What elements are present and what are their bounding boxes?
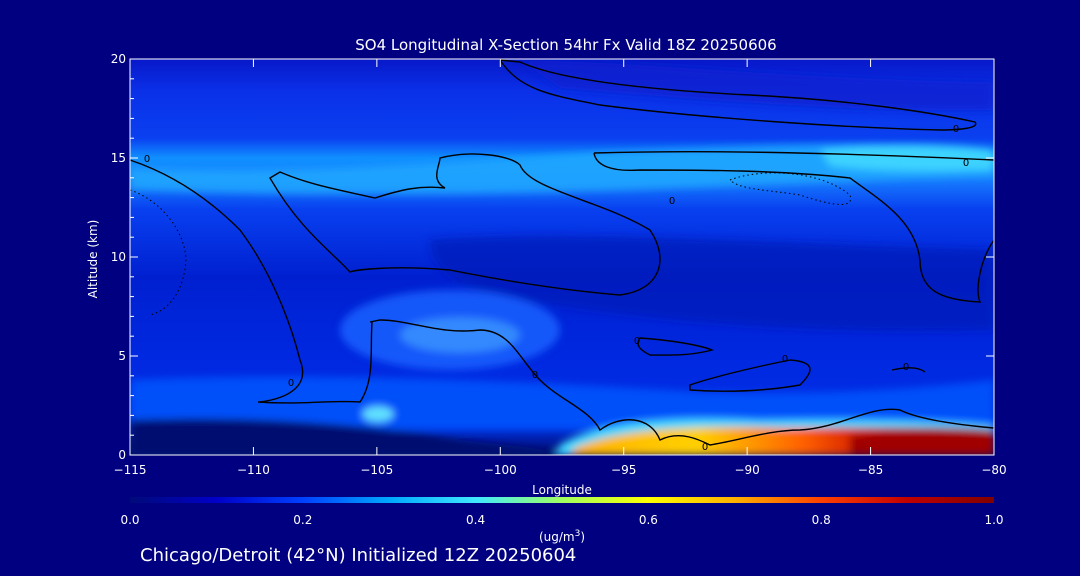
contour-label: 0	[953, 124, 959, 135]
chart-title: SO4 Longitudinal X-Section 54hr Fx Valid…	[355, 36, 776, 54]
contour-lines	[130, 59, 994, 446]
x-tick-label: −85	[858, 463, 883, 477]
x-tick-label: −110	[237, 463, 270, 477]
colorbar-tick-label: 0.6	[639, 513, 658, 527]
y-axis-label: Altitude (km)	[86, 220, 100, 299]
y-tick-label: 0	[118, 448, 126, 462]
colorbar-tick-label: 0.4	[466, 513, 485, 527]
contour-label: 0	[144, 154, 150, 165]
x-axis-label: Longitude	[532, 483, 592, 497]
contour-label: 0	[963, 158, 969, 169]
x-tick-label: −90	[734, 463, 759, 477]
contour-label: 0	[702, 442, 708, 453]
colorbar-tick-label: 0.8	[812, 513, 831, 527]
colorbar-tick-label: 0.0	[120, 513, 139, 527]
y-tick-label: 20	[111, 52, 126, 66]
colorbar-tick-label: 0.2	[293, 513, 312, 527]
x-tick-label: −80	[981, 463, 1006, 477]
plot-area: 0 0 0 0 0 0 0 0 0 0	[130, 59, 994, 455]
contour-label: 0	[903, 362, 909, 373]
x-tick-label: −100	[484, 463, 517, 477]
contour-label: 0	[634, 336, 640, 347]
x-tick-label: −105	[360, 463, 393, 477]
colorbar-unit-label: (ug/m3)	[539, 529, 585, 544]
dotted-contours	[130, 172, 852, 316]
colorbar-tick-label: 1.0	[984, 513, 1003, 527]
contour-label: 0	[532, 370, 538, 381]
contour-label: 0	[782, 354, 788, 365]
contour-label: 0	[669, 196, 675, 207]
y-tick-label: 15	[111, 151, 126, 165]
x-tick-label: −95	[611, 463, 636, 477]
y-tick-label: 5	[118, 349, 126, 363]
y-tick-label: 10	[111, 250, 126, 264]
y-axis: 0 5 10 15 20	[111, 52, 994, 462]
x-axis: −115 −110 −105 −100 −95 −90 −85 −80	[114, 59, 1007, 477]
colorbar-ticks: 0.0 0.2 0.4 0.6 0.8 1.0	[120, 513, 1003, 527]
caption: Chicago/Detroit (42°N) Initialized 12Z 2…	[140, 545, 576, 566]
colorbar	[130, 497, 994, 503]
contour-label: 0	[288, 378, 294, 389]
contour-labels: 0 0 0 0 0 0 0 0 0 0	[144, 124, 969, 453]
x-tick-label: −115	[114, 463, 147, 477]
